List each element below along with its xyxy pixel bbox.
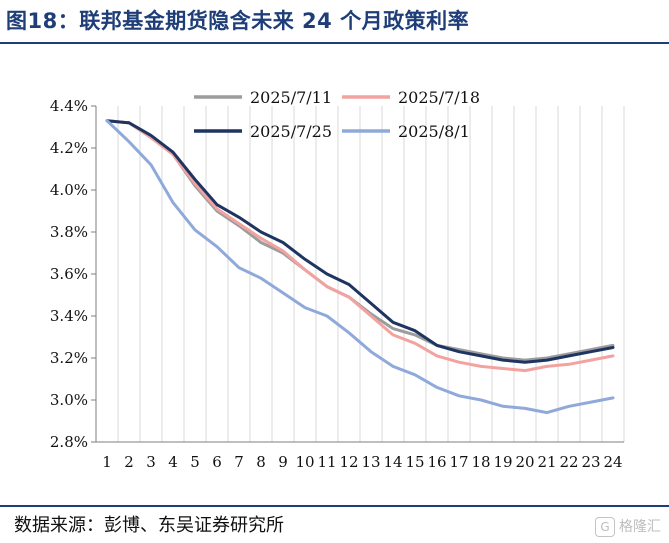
series-lines [105,119,615,415]
series-line-2 [105,119,615,373]
x-tick-label: 20 [515,453,534,471]
x-axis-tick-labels: 1 2 3 4 5 6 7 8 9 10 11 12 13 14 15 16 17 18 19 20 21 22 23 24 [102,453,622,471]
x-tick-label: 13 [361,453,380,471]
x-tick-label: 21 [537,453,556,471]
chart-legend: 2025/7/11 2025/7/18 2025/7/25 2025/8/1 [194,88,480,141]
watermark-text: 格隆汇 [619,519,661,535]
data-source-note: 数据来源：彭博、东吴证券研究所 [14,515,284,536]
series-line-3 [105,119,615,364]
x-tick-label: 23 [581,453,600,471]
vertical-gridlines [117,106,625,442]
x-tick-label: 3 [146,453,156,471]
x-tick-label: 22 [559,453,578,471]
legend-label: 2025/7/18 [398,88,480,107]
y-tick-label: 2.8% [50,433,88,451]
x-tick-label: 6 [212,453,222,471]
y-tick-label: 3.8% [50,223,88,241]
x-tick-label: 16 [427,453,446,471]
x-tick-label: 5 [190,453,200,471]
x-tick-label: 19 [493,453,512,471]
legend-label: 2025/7/25 [250,122,332,141]
legend-label: 2025/8/1 [398,122,470,141]
x-tick-label: 14 [383,453,402,471]
y-tick-label: 4.2% [50,139,88,157]
y-axis-tick-labels: 2.8% 3.0% 3.2% 3.4% 3.6% 3.8% 4.0% 4.2% 4.4% [50,97,96,451]
watermark-logo-icon: G [595,517,615,537]
x-tick-label: 2 [124,453,134,471]
legend-label: 2025/7/11 [250,88,332,107]
x-tick-label: 15 [405,453,424,471]
y-tick-label: 3.6% [50,265,88,283]
source-rule [0,505,669,507]
x-tick-label: 18 [471,453,490,471]
figure-title: 图18：联邦基金期货隐含未来 24 个月政策利率 [6,9,470,33]
x-tick-label: 1 [102,453,112,471]
y-tick-label: 4.4% [50,97,88,115]
y-tick-label: 3.4% [50,307,88,325]
y-tick-label: 3.0% [50,391,88,409]
x-tick-label: 10 [295,453,314,471]
x-tick-label: 17 [449,453,468,471]
x-tick-label: 8 [256,453,266,471]
x-tick-label: 9 [278,453,288,471]
series-line-4 [105,119,615,415]
title-rule [0,42,669,44]
x-tick-label: 4 [168,453,178,471]
y-tick-label: 4.0% [50,181,88,199]
watermark: G 格隆汇 [595,514,661,540]
x-tick-label: 7 [234,453,244,471]
x-tick-label: 11 [317,453,336,471]
y-tick-label: 3.2% [50,349,88,367]
x-tick-label: 12 [339,453,358,471]
x-tick-label: 24 [603,453,622,471]
